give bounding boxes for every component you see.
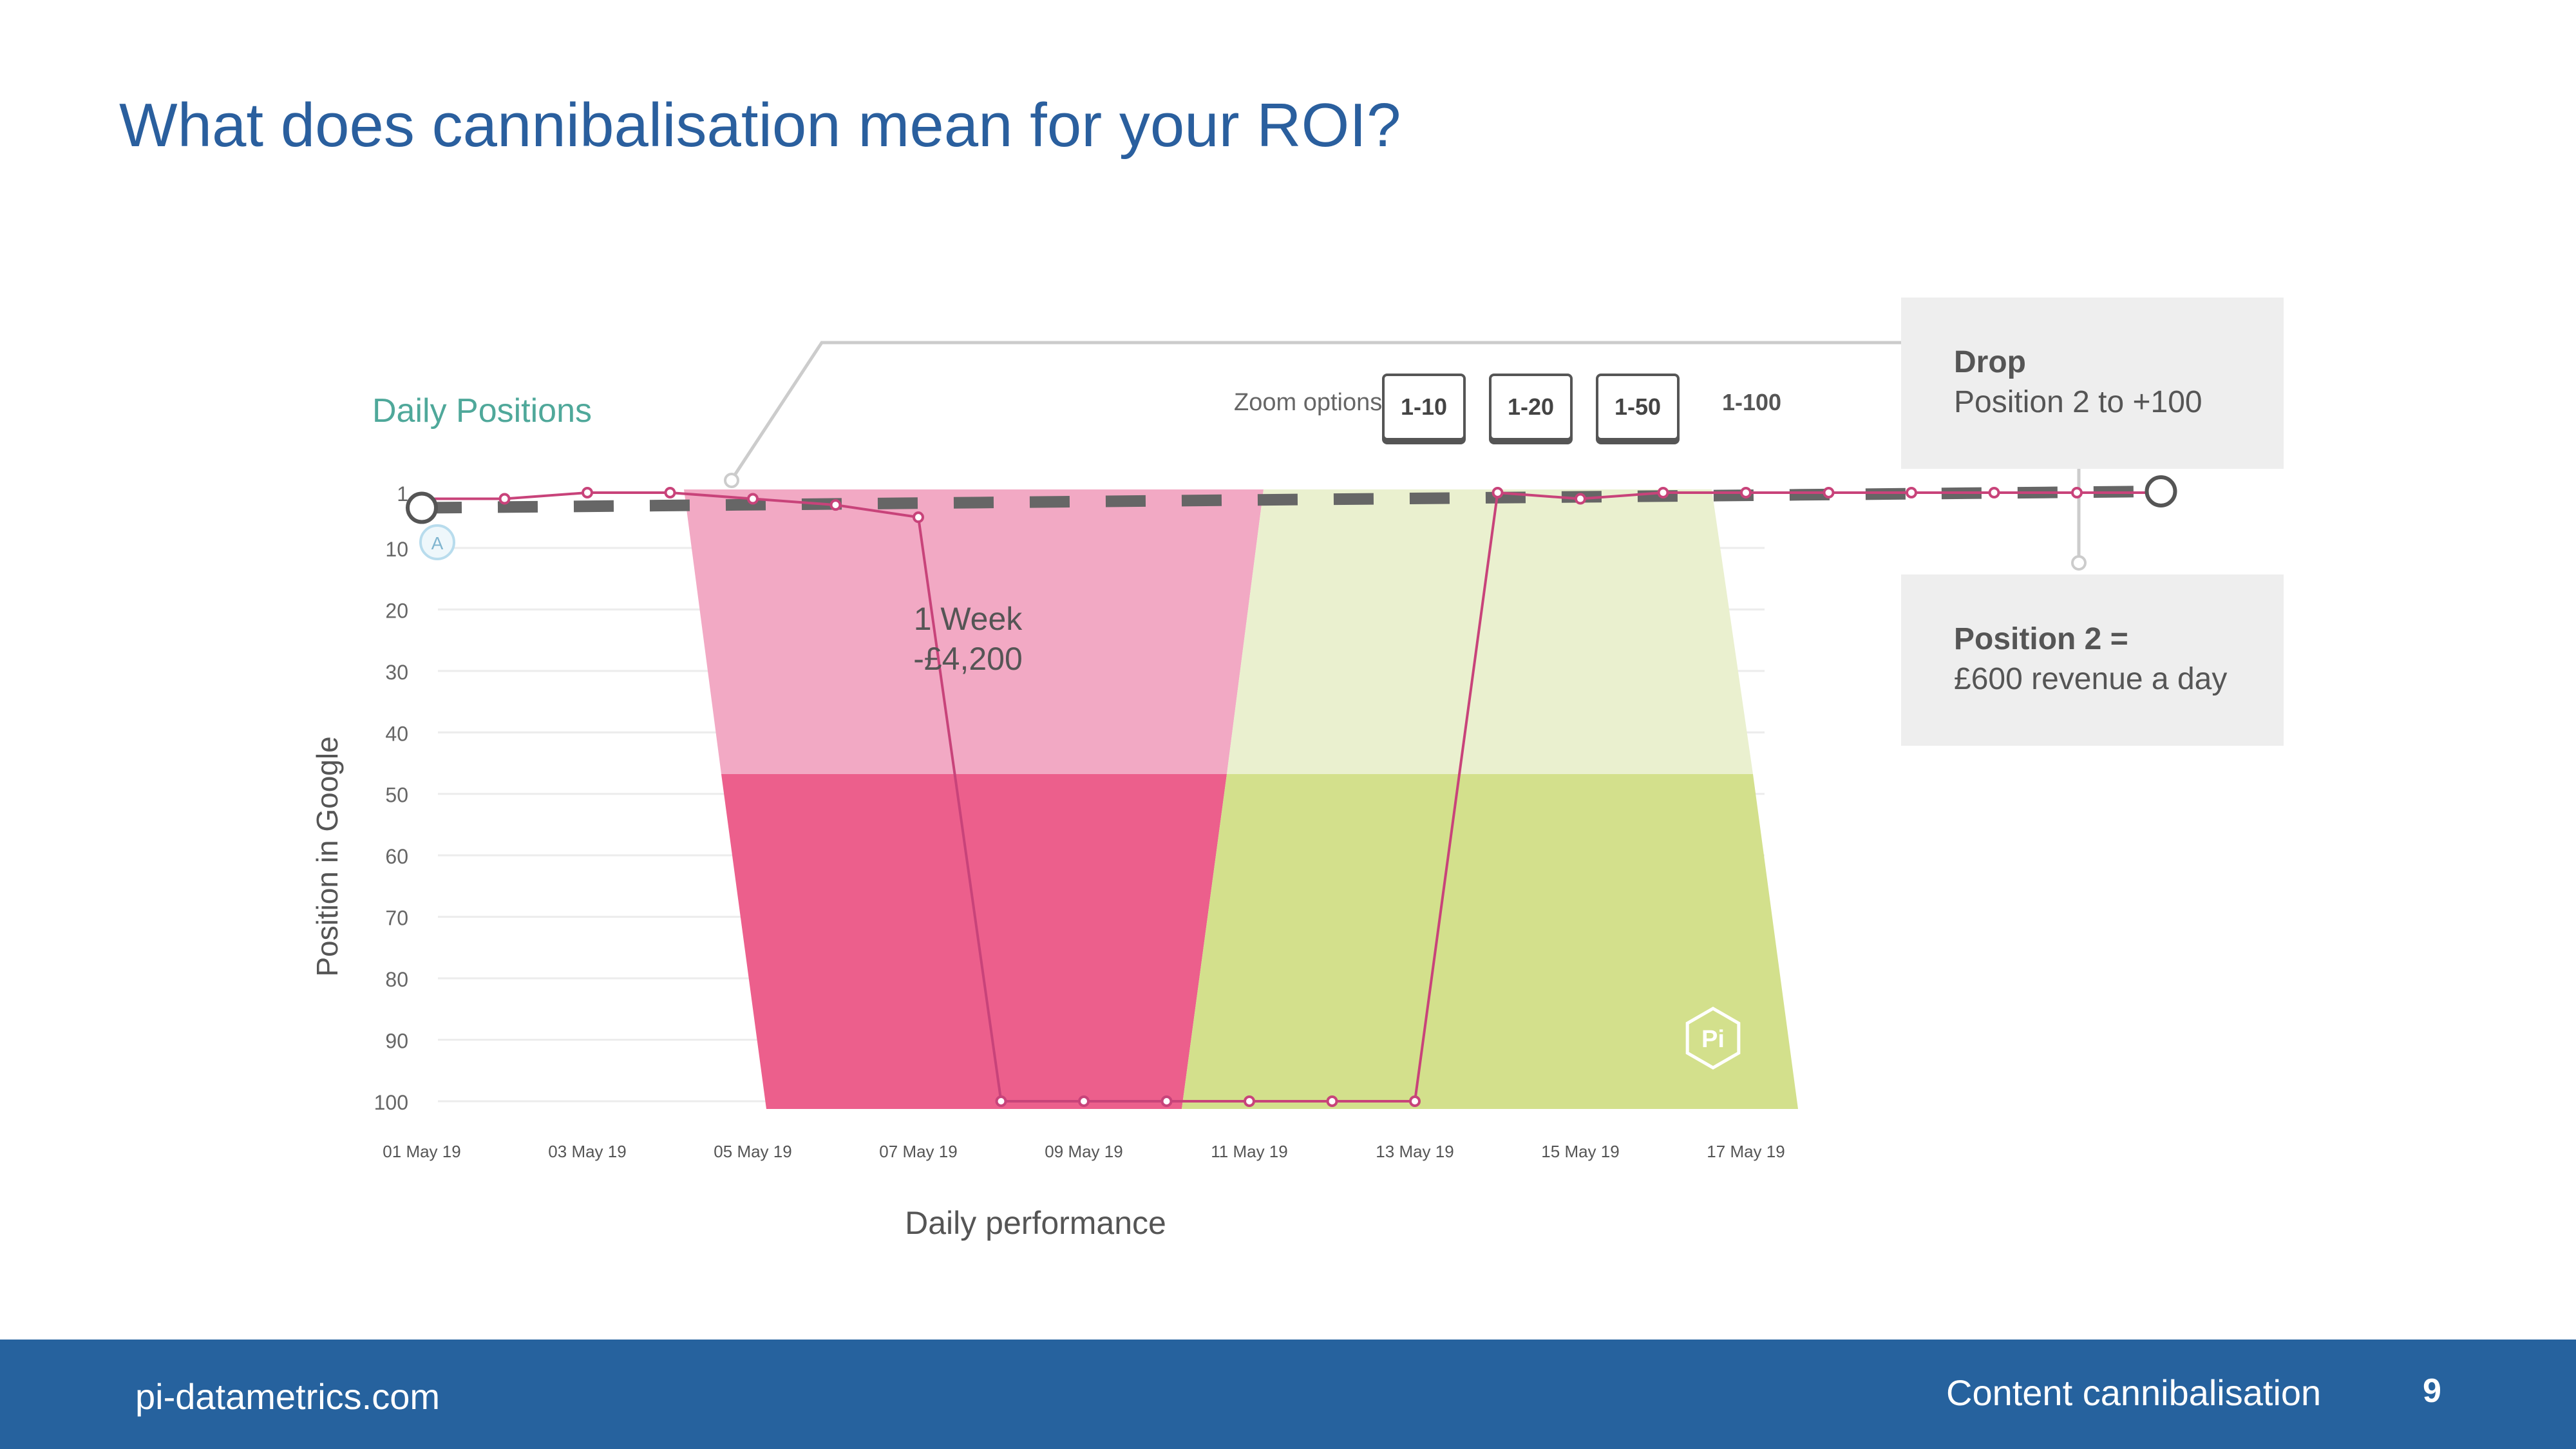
y-tick-label: 100: [374, 1091, 408, 1114]
zoom-button-1-20[interactable]: 1-20: [1489, 374, 1573, 440]
drop-connector-line: [730, 341, 1901, 481]
annotation-marker: [419, 524, 455, 560]
footer-section: Content cannibalisation: [1946, 1372, 2322, 1413]
y-tick-label: 90: [385, 1030, 408, 1053]
y-tick-label: 30: [385, 661, 408, 684]
callout-connector: [724, 341, 2087, 571]
position-chart: 1 10 20 30 40 50 60 70 80 90 100 01 May 19 03 May 19…: [374, 341, 2177, 1161]
data-point: [498, 493, 511, 505]
connector-dot: [724, 473, 739, 488]
data-point: [664, 487, 676, 498]
chart-extras: A Pi: [406, 475, 2177, 1070]
x-tick-label: 17 May 19: [1707, 1142, 1785, 1161]
data-point: [1078, 1095, 1090, 1107]
pi-logo-text: Pi: [1701, 1026, 1725, 1053]
callout-link-dot: [2071, 555, 2087, 571]
data-point: [1740, 487, 1752, 498]
zoom-button-1-10[interactable]: 1-10: [1382, 374, 1466, 440]
loss-annotation: 1 Week -£4,200: [913, 599, 1023, 679]
x-axis-title: Daily performance: [905, 1205, 1166, 1241]
data-point: [1988, 487, 2000, 498]
y-tick-label: 80: [385, 968, 408, 991]
chart-title: Daily Positions: [372, 392, 592, 430]
data-point: [1575, 493, 1586, 505]
drop-callout-text: Position 2 to +100: [1954, 385, 2202, 419]
data-point: [1657, 487, 1669, 498]
data-point: [1492, 487, 1504, 498]
y-tick-label: 1: [397, 482, 408, 506]
reference-dashed-line: [421, 486, 2161, 514]
end-marker: [2145, 475, 2177, 507]
chart-zones: [684, 489, 1798, 1109]
chart-ticks: 1 10 20 30 40 50 60 70 80 90 100 01 May 19 03 May 19…: [374, 482, 1785, 1161]
recovery-zone-lower: [1182, 774, 1798, 1109]
x-tick-label: 15 May 19: [1541, 1142, 1619, 1161]
y-axis-title: Position in Google: [310, 736, 344, 977]
recovery-zone-upper: [1227, 489, 1753, 774]
data-point: [1409, 1095, 1421, 1107]
annotation-duration: 1 Week: [913, 601, 1023, 637]
data-point: [1906, 487, 1917, 498]
y-tick-label: 60: [385, 845, 408, 868]
data-point: [913, 511, 924, 524]
zoom-button-1-50[interactable]: 1-50: [1596, 374, 1680, 440]
page-number: 9: [2423, 1372, 2441, 1410]
drop-callout: Drop Position 2 to +100: [1901, 298, 2284, 469]
slide-title: What does cannibalisation mean for your …: [119, 91, 1401, 160]
data-point: [829, 499, 842, 511]
x-tick-label: 03 May 19: [548, 1142, 626, 1161]
data-point: [1160, 1095, 1173, 1107]
drop-callout-title: Drop: [1954, 345, 2026, 379]
data-point: [995, 1095, 1007, 1107]
drop-zone-upper: [684, 489, 1264, 774]
pi-logo-icon: [1685, 1007, 1741, 1070]
footer-bar: pi-datametrics.com Content cannibalisati…: [0, 1340, 2576, 1449]
x-tick-label: 09 May 19: [1045, 1142, 1122, 1161]
x-tick-label: 13 May 19: [1376, 1142, 1454, 1161]
data-point: [747, 493, 759, 505]
x-tick-label: 11 May 19: [1211, 1142, 1287, 1161]
x-tick-label: 01 May 19: [383, 1142, 460, 1161]
annotation-loss: -£4,200: [913, 641, 1023, 677]
y-tick-label: 20: [385, 599, 408, 622]
data-point: [2071, 487, 2083, 498]
drop-zone-lower: [721, 774, 1227, 1109]
data-point: [582, 487, 593, 498]
start-marker: [406, 491, 438, 524]
series-line: [416, 486, 2166, 1107]
annotation-marker-label: A: [431, 533, 444, 553]
y-tick-label: 70: [385, 907, 408, 930]
revenue-callout-title: Position 2 =: [1954, 622, 2128, 656]
zoom-button-1-100[interactable]: 1-100: [1722, 389, 1782, 415]
y-tick-label: 10: [385, 538, 408, 561]
y-tick-label: 50: [385, 784, 408, 807]
revenue-callout: Position 2 = £600 revenue a day: [1901, 574, 2284, 746]
x-tick-label: 05 May 19: [714, 1142, 791, 1161]
series-polyline: [422, 491, 2160, 1103]
y-tick-label: 40: [385, 722, 408, 745]
x-tick-label: 07 May 19: [879, 1142, 957, 1161]
zoom-options-label: Zoom options: [1234, 389, 1383, 416]
data-point: [1823, 487, 1835, 498]
footer-website[interactable]: pi-datametrics.com: [135, 1376, 440, 1417]
revenue-callout-text: £600 revenue a day: [1954, 662, 2228, 696]
data-point: [1326, 1095, 1338, 1107]
data-point: [1244, 1095, 1255, 1107]
